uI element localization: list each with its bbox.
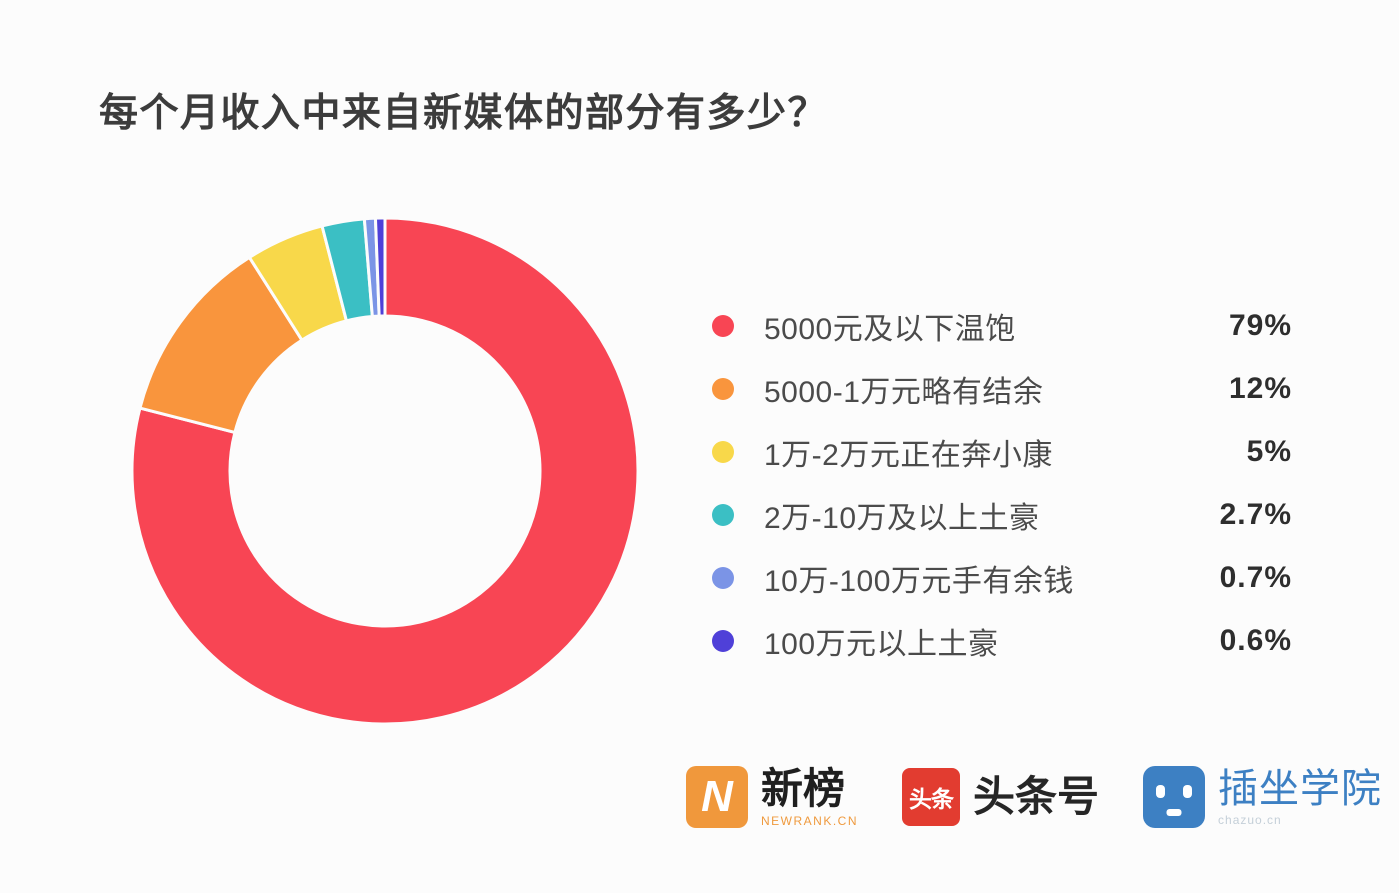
newrank-logo-subtitle: NEWRANK.CN — [761, 813, 859, 828]
toutiaohao-logo-icon: 头条 — [902, 768, 961, 826]
legend-bullet-icon — [712, 566, 734, 589]
newrank-logo-title: 新榜 — [761, 764, 846, 812]
legend-percent-value: 0.6% — [1219, 623, 1292, 657]
chazuo-logo-icon — [1143, 766, 1206, 828]
donut-slice-5 — [373, 216, 387, 318]
newrank-logo-icon: N — [686, 766, 748, 828]
newrank-logo: N 新榜 NEWRANK.CN — [686, 766, 858, 828]
legend-label: 1万-2万元正在奔小康 — [764, 438, 1053, 472]
legend-bullet-icon — [712, 377, 734, 400]
legend-label: 2万-10万及以上土豪 — [764, 501, 1040, 535]
legend-label: 5000元及以下温饱 — [764, 312, 1016, 346]
page-title: 每个月收入中来自新媒体的部分有多少？ — [99, 92, 829, 135]
legend-item: 100万元以上土豪 0.6% — [712, 609, 1292, 672]
legend-bullet-icon — [712, 314, 734, 337]
chazuo-logo-subtitle: chazuo.cn — [1218, 812, 1282, 827]
chazuo-logo: 插坐学院 chazuo.cn — [1143, 766, 1382, 828]
chazuo-eye-icon — [1183, 785, 1193, 798]
toutiaohao-logo-title: 头条号 — [973, 773, 1100, 820]
legend-label: 10万-100万元手有余钱 — [764, 564, 1074, 598]
legend-percent-value: 2.7% — [1219, 497, 1292, 531]
legend-item: 10万-100万元手有余钱 0.7% — [712, 546, 1292, 609]
donut-chart-svg — [130, 216, 640, 726]
chart-legend: 5000元及以下温饱 79% 5000-1万元略有结余 12% 1万-2万元正在… — [712, 294, 1292, 672]
legend-bullet-icon — [712, 503, 734, 526]
chazuo-logo-title: 插坐学院 — [1218, 766, 1383, 811]
legend-label: 100万元以上土豪 — [764, 627, 999, 661]
legend-percent-value: 0.7% — [1219, 560, 1292, 594]
toutiaohao-logo: 头条 头条号 — [902, 768, 1099, 826]
footer-logos: N 新榜 NEWRANK.CN 头条 头条号 插坐学院 chazuo.cn — [686, 766, 1382, 828]
legend-bullet-icon — [712, 440, 734, 463]
legend-item: 2万-10万及以上土豪 2.7% — [712, 483, 1292, 546]
legend-percent-value: 12% — [1228, 371, 1292, 405]
chazuo-eye-icon — [1156, 785, 1166, 798]
chazuo-mouth-icon — [1166, 809, 1182, 816]
legend-label: 5000-1万元略有结余 — [764, 375, 1044, 409]
legend-bullet-icon — [712, 629, 734, 652]
legend-item: 5000-1万元略有结余 12% — [712, 357, 1292, 420]
donut-slice-0 — [130, 216, 640, 726]
legend-percent-value: 79% — [1228, 308, 1292, 342]
legend-percent-value: 5% — [1246, 434, 1292, 468]
donut-chart — [103, 189, 667, 753]
legend-item: 5000元及以下温饱 79% — [712, 294, 1292, 357]
legend-item: 1万-2万元正在奔小康 5% — [712, 420, 1292, 483]
